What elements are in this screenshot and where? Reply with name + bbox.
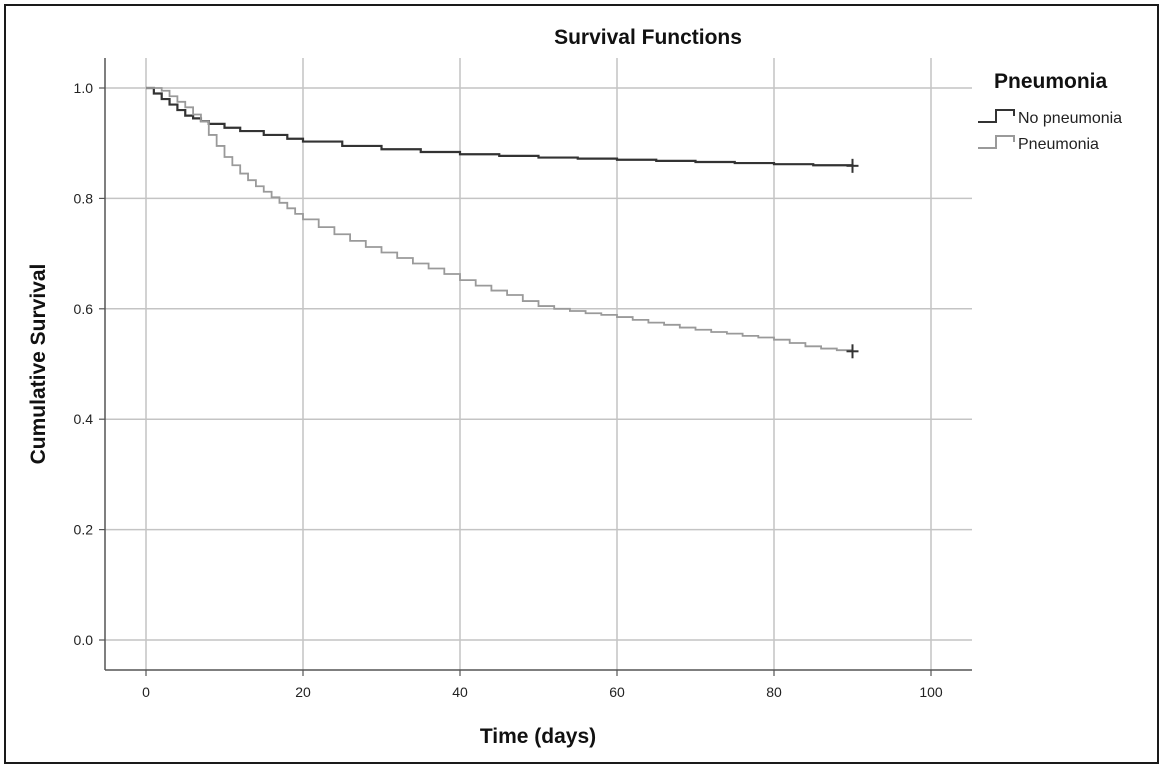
legend-label: Pneumonia [1018, 136, 1099, 153]
x-tick-label: 80 [766, 684, 782, 700]
y-tick-labels: 0.0 0.2 0.4 0.6 0.8 1.0 [74, 80, 105, 648]
y-tick-label: 0.8 [74, 190, 94, 206]
x-tick-label: 20 [295, 684, 311, 700]
x-tick-label: 100 [919, 684, 943, 700]
series-line-pneumonia [146, 87, 854, 352]
axes [104, 58, 972, 671]
legend-item-no-pneumonia: No pneumonia [978, 109, 1122, 127]
censor-mark-no-pneumonia [846, 158, 859, 173]
grid-lines [105, 58, 972, 670]
y-tick-label: 0.4 [74, 411, 94, 427]
legend-items: No pneumonia Pneumonia [978, 109, 1122, 153]
legend-label: No pneumonia [1018, 110, 1122, 127]
y-axis-label: Cumulative Survival [27, 264, 50, 465]
chart-title: Survival Functions [554, 26, 742, 49]
legend-swatch [978, 135, 1015, 149]
y-tick-label: 0.2 [74, 522, 94, 538]
x-tick-labels: 0 20 40 60 80 100 [142, 670, 943, 700]
legend: Pneumonia No pneumonia Pneumonia [978, 70, 1122, 153]
censor-mark-pneumonia [846, 344, 859, 359]
x-tick-label: 60 [609, 684, 625, 700]
x-tick-label: 0 [142, 684, 150, 700]
series-line-no-pneumonia [146, 86, 854, 167]
y-tick-label: 0.6 [74, 301, 94, 317]
legend-swatch [978, 109, 1015, 123]
legend-title: Pneumonia [994, 70, 1108, 93]
y-tick-label: 1.0 [74, 80, 94, 96]
x-axis-label: Time (days) [480, 725, 596, 748]
y-tick-label: 0.0 [74, 632, 94, 648]
x-tick-label: 40 [452, 684, 468, 700]
legend-item-pneumonia: Pneumonia [978, 135, 1099, 153]
series-lines [146, 86, 859, 359]
chart-frame [4, 4, 1159, 764]
